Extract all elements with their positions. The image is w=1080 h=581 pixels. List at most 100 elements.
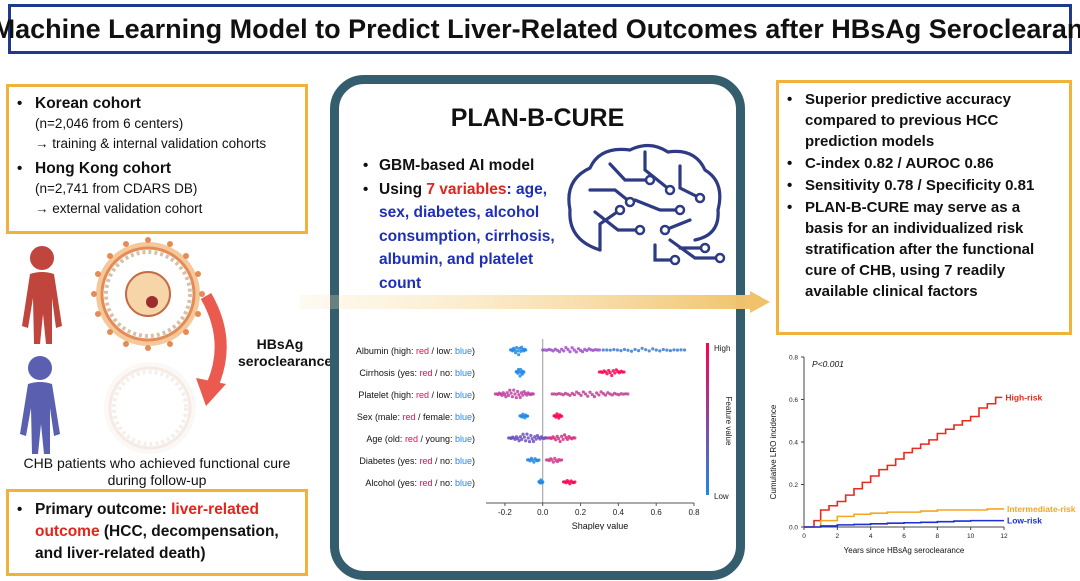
shap-label-part: Alcohol (365, 478, 397, 488)
ai-brain-circuit-icon (567, 143, 726, 266)
shap-point (586, 394, 590, 398)
shap-point (644, 348, 648, 352)
shap-point (622, 370, 626, 374)
shap-point (572, 348, 576, 352)
model-description: • GBM-based AI model • Using 7 variables… (363, 154, 563, 295)
patient-illustration (20, 237, 227, 454)
hk-cohort-use: → external validation cohort (35, 201, 203, 216)
shap-point (568, 482, 572, 486)
shap-feature-label: Sex (male: red / female: blue) (357, 412, 475, 422)
chb-caption-line1: CHB patients who achieved functional cur… (23, 455, 291, 471)
shap-point (611, 369, 615, 373)
shap-point (516, 389, 520, 394)
shap-label-part: Cirrhosis (359, 368, 397, 378)
shap-point (514, 395, 518, 400)
x-tick-label: 0 (802, 533, 806, 540)
shap-point (647, 349, 651, 353)
y-tick-label: 0.0 (789, 525, 798, 532)
x-tick-label: 2 (836, 533, 840, 540)
shap-point (515, 345, 519, 350)
infected-patient-icon (22, 246, 62, 344)
summary-line: available clinical factors (805, 283, 978, 300)
chb-caption: CHB patients who achieved functional cur… (6, 455, 308, 489)
shap-point (573, 436, 577, 440)
shap-point (522, 435, 526, 439)
x-axis-label: Years since HBsAg seroclearance (844, 546, 965, 555)
p-value-annotation: P<0.001 (812, 359, 844, 369)
shap-point (513, 348, 517, 352)
primary-outcome-box: • Primary outcome: liver-related outcome… (6, 489, 308, 576)
shap-point (562, 349, 566, 353)
model-title: PLAN-B-CURE (450, 104, 625, 132)
shap-point (508, 388, 512, 392)
shap-point (581, 390, 585, 394)
shap-label-part: blue (455, 412, 472, 422)
korean-cohort-title: Korean cohort (35, 95, 141, 112)
model-bullet-2: • Using 7 variables: age, sex, diabetes,… (363, 178, 563, 296)
x-axis-label: Shapley value (572, 521, 629, 530)
shap-point (564, 345, 568, 350)
shap-point (541, 480, 545, 484)
x-tick-label: 8 (936, 533, 940, 540)
shap-label-part: (high: (391, 346, 416, 356)
shap-label-part: red (416, 390, 429, 400)
shap-label-part: red (416, 346, 429, 356)
shap-label-part: red (402, 412, 415, 422)
hk-cohort-detail: (n=2,741 from CDARS DB) (35, 181, 198, 196)
shap-point (615, 348, 619, 352)
x-tick-label: 6 (902, 533, 906, 540)
summary-line: Superior predictive accuracy (805, 91, 1011, 108)
shap-point (568, 350, 572, 354)
shap-label-part: / no: (432, 478, 455, 488)
shap-point (504, 395, 508, 399)
shap-point (519, 391, 524, 395)
y-tick-label: 0.4 (789, 440, 798, 447)
shap-point (613, 371, 617, 375)
outcome-highlight-1: liver-related (171, 501, 259, 518)
shap-point (672, 348, 676, 352)
series-label: Low-risk (1007, 516, 1042, 526)
shap-point (557, 350, 562, 354)
bullet-icon: • (363, 180, 369, 198)
shap-point (518, 395, 522, 400)
shap-point (534, 437, 538, 441)
shap-point (531, 439, 536, 444)
shap-point (572, 393, 577, 397)
x-tick-label: -0.2 (498, 508, 512, 517)
variables-line-5: count (379, 274, 422, 292)
title-banner: A Machine Learning Model to Predict Live… (0, 4, 1080, 54)
shap-point (588, 390, 592, 394)
primary-outcome-bullet: • Primary outcome: liver-related outcome… (17, 499, 297, 565)
shap-point (506, 393, 511, 397)
x-tick-label: 0.8 (688, 508, 700, 517)
shap-label-part: (old: (385, 434, 405, 444)
shap-point (590, 392, 594, 397)
bullet-icon: • (787, 177, 793, 194)
shap-point (636, 349, 641, 353)
y-tick-label: 0.2 (789, 482, 798, 489)
shap-point (592, 395, 597, 399)
shap-point (682, 348, 687, 352)
outcome-highlight-2: outcome (35, 523, 100, 540)
shap-point (518, 374, 522, 378)
shap-label-part: (yes: (397, 368, 419, 378)
shap-summary-plot: Albumin (high: red / low: blue)Cirrhosis… (356, 339, 733, 530)
korean-cohort-bullet: • Korean cohort (17, 93, 297, 114)
shap-point (597, 348, 602, 352)
shap-point (531, 392, 535, 396)
shap-point (517, 353, 521, 357)
shap-point (528, 459, 532, 463)
series-label: Intermediate-risk (1007, 504, 1076, 514)
summary-item: • C-index 0.82 / AUROC 0.86 (787, 153, 1061, 174)
shap-point (510, 395, 515, 399)
shap-point (675, 348, 680, 352)
shap-label-part: blue (455, 478, 472, 488)
shap-point (521, 432, 525, 436)
shap-label-part: / no: (432, 368, 455, 378)
legend-high-label: High (714, 344, 730, 353)
shap-point (554, 438, 558, 442)
bullet-icon: • (787, 91, 793, 108)
shap-label-part: / young: (418, 434, 455, 444)
shap-point (532, 460, 536, 464)
outcome-prefix: Primary outcome: (35, 501, 172, 518)
